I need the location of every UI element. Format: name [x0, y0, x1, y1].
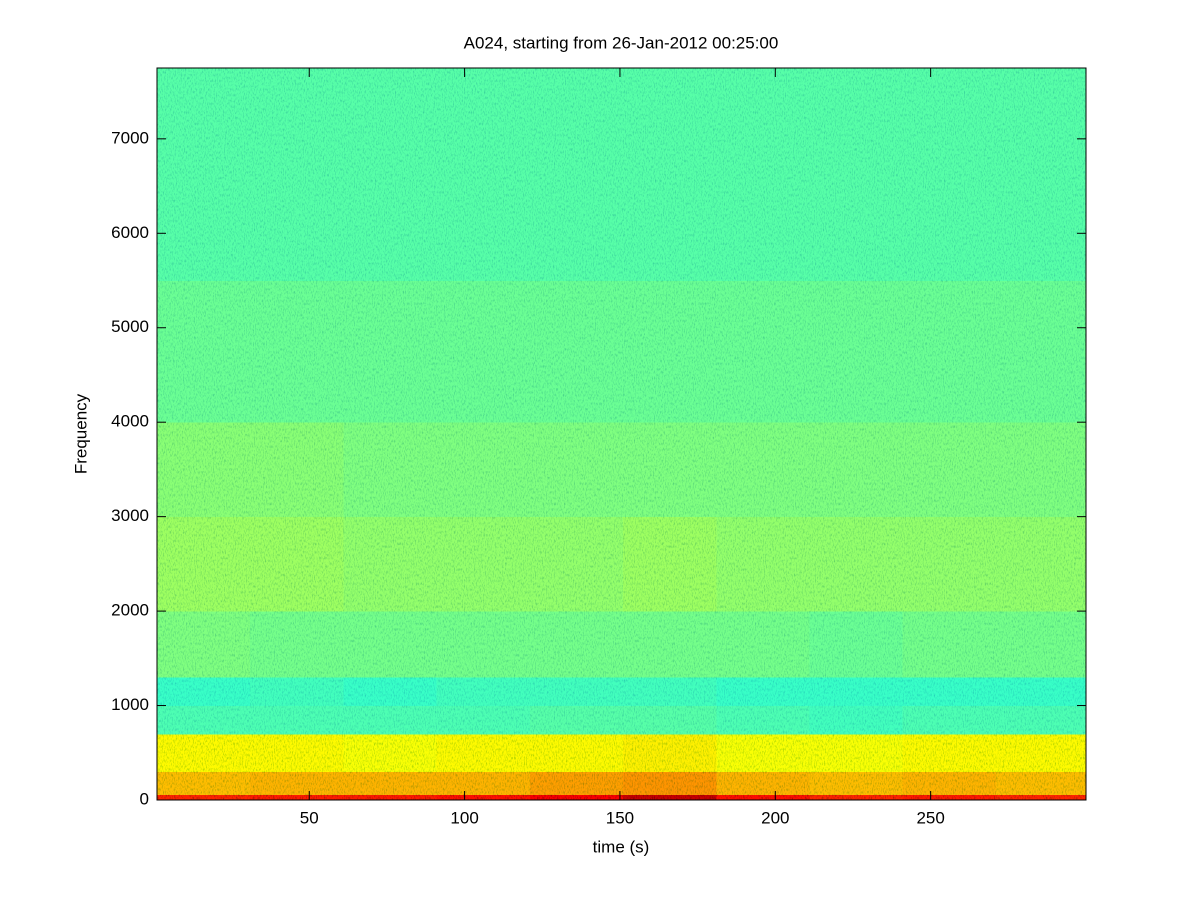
x-tick-label: 200: [761, 808, 789, 827]
chart-title: A024, starting from 26-Jan-2012 00:25:00: [464, 33, 779, 52]
y-tick-label: 5000: [111, 317, 149, 336]
y-tick-label: 0: [140, 789, 149, 808]
x-tick-label: 100: [450, 808, 478, 827]
y-axis-label: Frequency: [71, 393, 90, 474]
x-tick-label: 150: [606, 808, 634, 827]
y-tick-label: 2000: [111, 601, 149, 620]
y-tick-label: 1000: [111, 695, 149, 714]
x-axis-label: time (s): [593, 837, 650, 856]
plot-frame: [156, 67, 1087, 801]
y-tick-label: 6000: [111, 223, 149, 242]
y-tick-label: 4000: [111, 412, 149, 431]
y-tick-label: 3000: [111, 506, 149, 525]
x-tick-label: 50: [300, 808, 319, 827]
y-tick-label: 7000: [111, 128, 149, 147]
texture: [157, 68, 1086, 800]
x-tick-label: 250: [916, 808, 944, 827]
